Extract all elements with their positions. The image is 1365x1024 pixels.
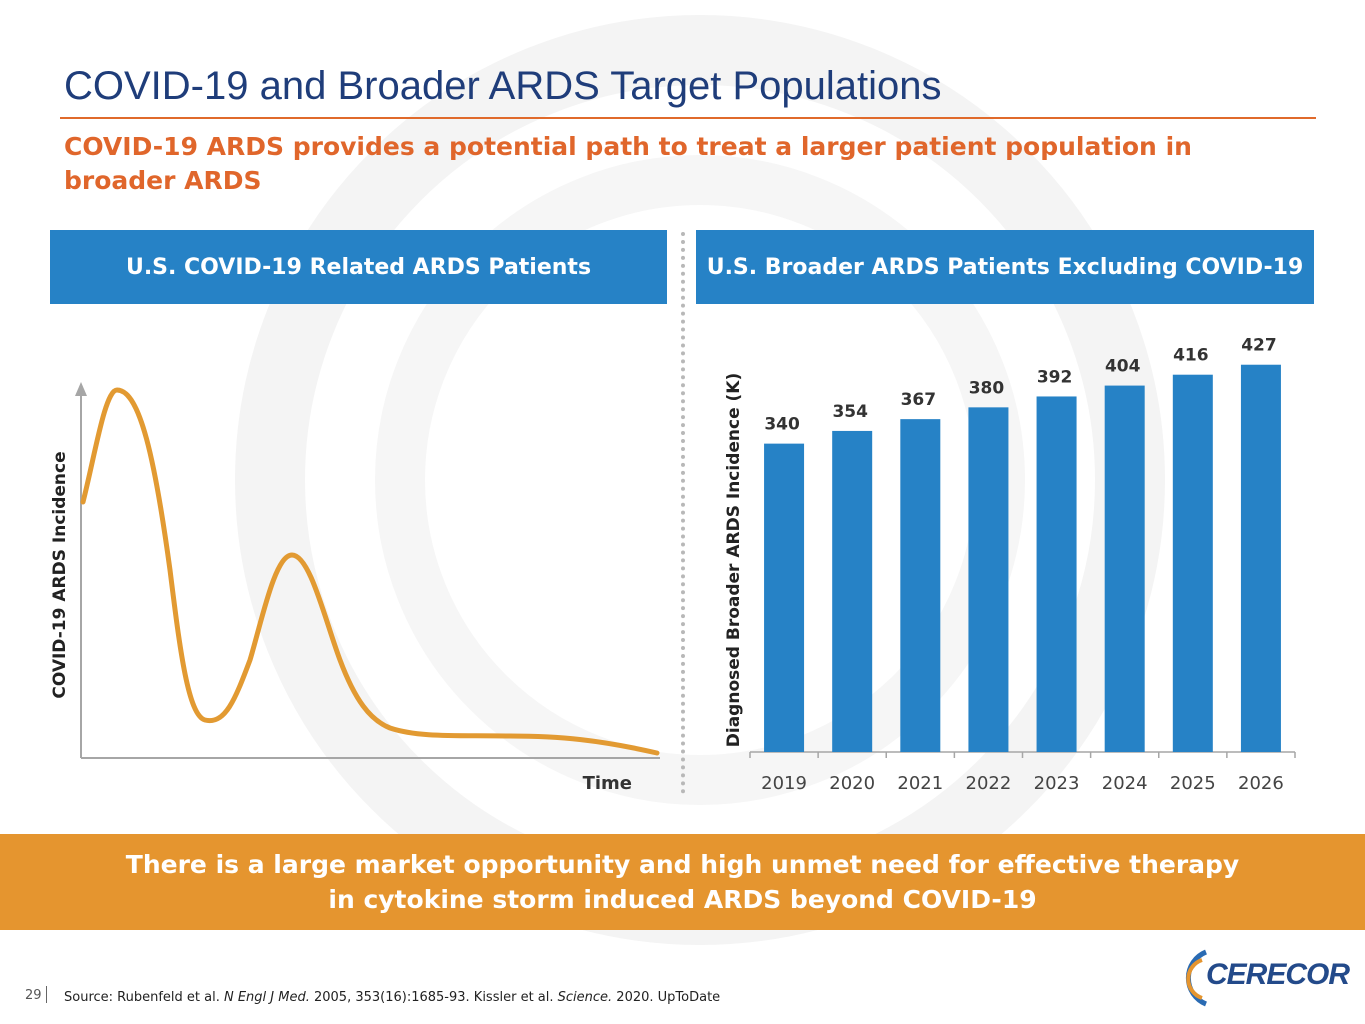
left-x-axis-label: Time	[583, 773, 632, 794]
bar-category-label: 2021	[897, 773, 943, 794]
left-panel-header: U.S. COVID-19 Related ARDS Patients	[50, 230, 667, 304]
page-subtitle: COVID-19 ARDS provides a potential path …	[64, 132, 1192, 195]
panel-divider	[681, 232, 685, 794]
bar-category-label: 2026	[1238, 773, 1284, 794]
bar-2023	[1036, 396, 1077, 752]
bar-data-label: 416	[1173, 346, 1209, 366]
banner-line-2: in cytokine storm induced ARDS beyond CO…	[328, 885, 1037, 914]
bar-data-label: 380	[969, 378, 1005, 398]
right-panel-header: U.S. Broader ARDS Patients Excluding COV…	[696, 230, 1314, 304]
bar-2021	[900, 419, 941, 752]
page-number: 29	[25, 988, 42, 1003]
broader-ards-bar-chart: Diagnosed Broader ARDS Incidence (K) 340…	[724, 336, 1296, 794]
bar-data-label: 367	[901, 390, 937, 410]
bar-2022	[968, 407, 1009, 752]
key-message-banner: There is a large market opportunity and …	[0, 834, 1365, 930]
bar-data-label: 392	[1037, 367, 1073, 387]
source-middle: 2005, 353(16):1685-93. Kissler et al.	[309, 990, 558, 1005]
bar-2026	[1240, 364, 1281, 752]
left-y-axis-arrow	[75, 382, 87, 396]
bar-2020	[832, 430, 873, 752]
cerecor-logo-icon	[1185, 949, 1208, 1007]
source-suffix: 2020. UpToDate	[612, 990, 721, 1005]
source-journal-1: N Engl J Med.	[223, 990, 310, 1005]
source-prefix: Source: Rubenfeld et al.	[64, 990, 224, 1005]
bar-2024	[1104, 385, 1145, 752]
bar-category-label: 2023	[1034, 773, 1080, 794]
bar-category-label: 2019	[761, 773, 807, 794]
bar-category-label: 2025	[1170, 773, 1216, 794]
bar-category-label: 2020	[829, 773, 875, 794]
bar-category-label: 2022	[966, 773, 1012, 794]
bar-chart-y-axis-label: Diagnosed Broader ARDS Incidence (K)	[724, 373, 744, 747]
bar-data-label: 354	[832, 402, 868, 422]
logo-text: CERECOR	[1206, 958, 1350, 991]
source-journal-2: Science.	[557, 990, 613, 1005]
bar-data-label: 404	[1105, 357, 1141, 377]
covid-incidence-curve	[80, 387, 660, 756]
left-y-axis-label: COVID-19 ARDS Incidence	[50, 451, 70, 698]
bar-2025	[1172, 374, 1213, 752]
title-underline	[60, 117, 1316, 119]
bar-2019	[764, 443, 805, 752]
bar-data-label: 340	[764, 415, 800, 435]
page-title: COVID-19 and Broader ARDS Target Populat…	[64, 64, 942, 108]
page-number-separator	[46, 986, 47, 1003]
covid-incidence-chart: COVID-19 ARDS Incidence Time	[50, 382, 660, 794]
bar-category-label: 2024	[1102, 773, 1148, 794]
source-citation: Source: Rubenfeld et al. N Engl J Med. 2…	[64, 990, 720, 1005]
banner-line-1: There is a large market opportunity and …	[125, 850, 1240, 879]
bar-data-label: 427	[1241, 336, 1277, 356]
